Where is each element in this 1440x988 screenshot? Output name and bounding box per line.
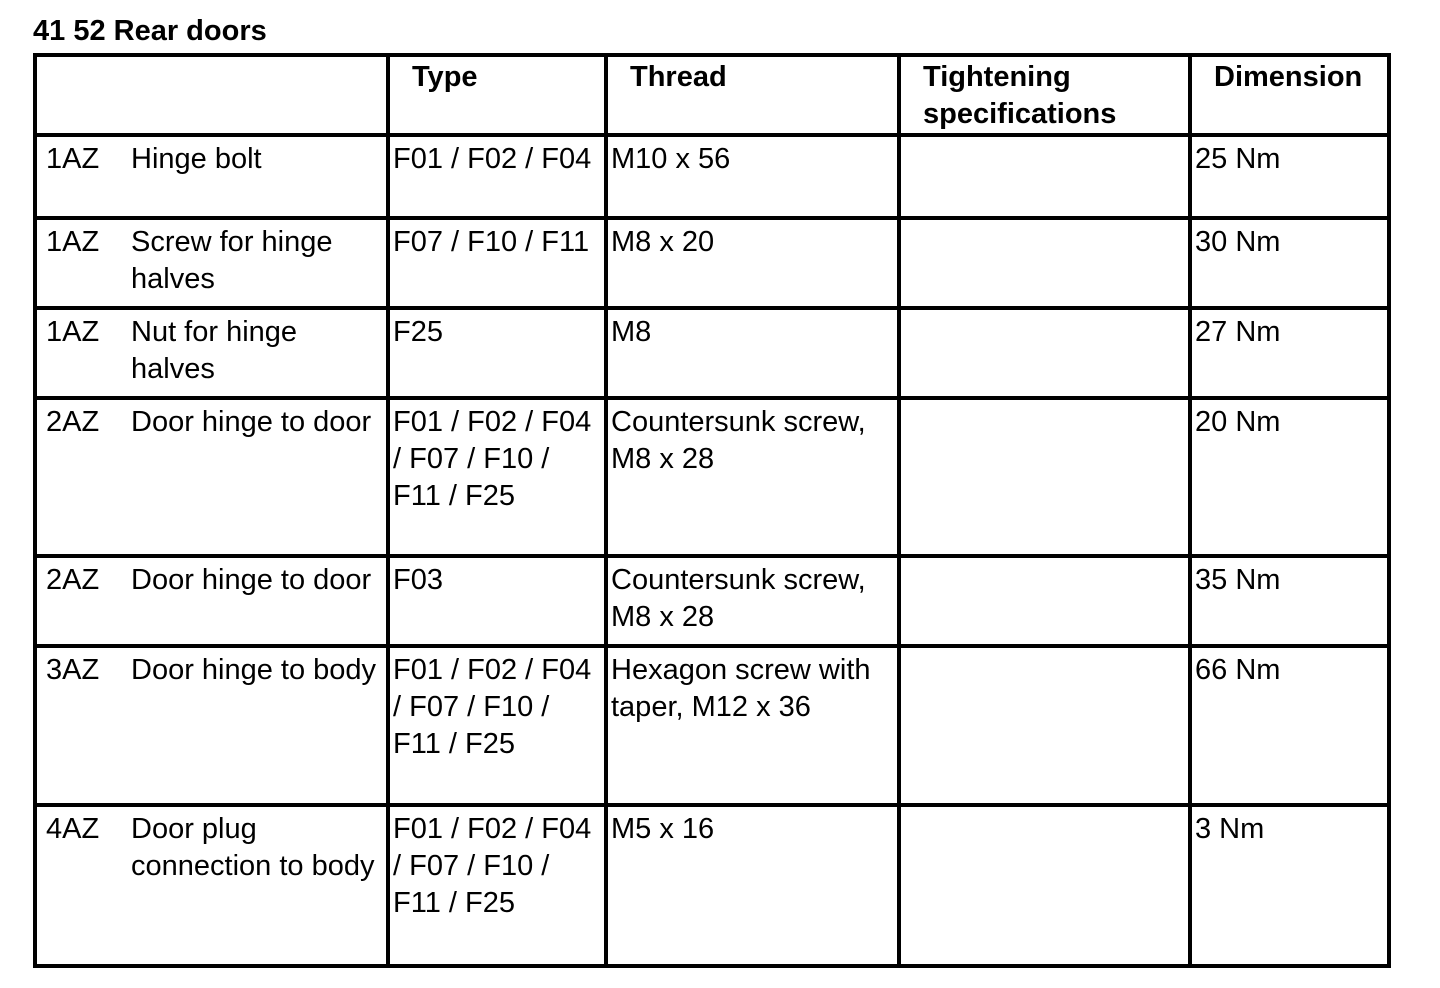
thread-cell: M10 x 56 [604, 133, 901, 220]
table-row: 3AZ Door hinge to body F01 / F02 / F04 / … [33, 644, 1391, 807]
dimension-cell: 27 Nm [1188, 306, 1391, 400]
item-code: 1AZ [46, 143, 100, 175]
item-description: Door hinge to door [131, 406, 372, 438]
table-row: 1AZ Nut for hinge halves F25 M8 27 Nm [33, 306, 1391, 400]
header-tightening: Tightening specifications [897, 53, 1192, 137]
item-description: Door hinge to door [131, 564, 372, 596]
item-cell: 3AZ Door hinge to body [33, 644, 390, 807]
torque-table: Type Thread Tightening specifications Di… [33, 53, 1391, 968]
item-cell: 4AZ Door plug connection to body [33, 803, 390, 968]
thread-cell: M8 [604, 306, 901, 400]
thread-cell: Countersunk screw, M8 x 28 [604, 554, 901, 648]
header-row: Type Thread Tightening specifications Di… [33, 53, 1391, 137]
item-cell: 2AZ Door hinge to door [33, 396, 390, 558]
tightening-cell [897, 644, 1192, 807]
tightening-cell [897, 803, 1192, 968]
type-cell: F25 [386, 306, 608, 400]
item-description: Hinge bolt [131, 143, 262, 175]
table-row: 2AZ Door hinge to door F01 / F02 / F04 / … [33, 396, 1391, 558]
table-row: 1AZ Hinge bolt F01 / F02 / F04 M10 x 56 2… [33, 133, 1391, 220]
item-cell: 1AZ Hinge bolt [33, 133, 390, 220]
item-code: 2AZ [46, 564, 100, 596]
table-row: 1AZ Screw for hinge halves F07 / F10 / F1… [33, 216, 1391, 310]
header-type: Type [386, 53, 608, 137]
tightening-cell [897, 306, 1192, 400]
dimension-cell: 35 Nm [1188, 554, 1391, 648]
dimension-cell: 3 Nm [1188, 803, 1391, 968]
type-cell: F01 / F02 / F04 [386, 133, 608, 220]
tightening-cell [897, 554, 1192, 648]
thread-cell: Hexagon screw with taper, M12 x 36 [604, 644, 901, 807]
item-cell: 1AZ Nut for hinge halves [33, 306, 390, 400]
item-code: 1AZ [46, 226, 100, 258]
thread-cell: Countersunk screw, M8 x 28 [604, 396, 901, 558]
header-dimension: Dimension [1188, 53, 1391, 137]
item-description: Screw for hinge halves [131, 226, 333, 295]
item-cell: 2AZ Door hinge to door [33, 554, 390, 648]
thread-cell: M8 x 20 [604, 216, 901, 310]
table-row: 2AZ Door hinge to door F03 Countersunk sc… [33, 554, 1391, 648]
header-item [33, 53, 390, 137]
dimension-cell: 25 Nm [1188, 133, 1391, 220]
dimension-cell: 30 Nm [1188, 216, 1391, 310]
tightening-cell [897, 396, 1192, 558]
type-cell: F07 / F10 / F11 [386, 216, 608, 310]
type-cell: F01 / F02 / F04 / F07 / F10 / F11 / F25 [386, 644, 608, 807]
type-cell: F03 [386, 554, 608, 648]
item-code: 4AZ [46, 813, 100, 845]
table-row: 4AZ Door plug connection to body F01 / F0… [33, 803, 1391, 968]
dimension-cell: 66 Nm [1188, 644, 1391, 807]
tightening-cell [897, 216, 1192, 310]
item-description: Door plug connection to body [131, 813, 375, 882]
section-title: 41 52 Rear doors [33, 15, 267, 47]
item-code: 3AZ [46, 654, 100, 686]
item-description: Door hinge to body [131, 654, 377, 686]
header-thread: Thread [604, 53, 901, 137]
item-description: Nut for hinge halves [131, 316, 298, 385]
item-code: 2AZ [46, 406, 100, 438]
item-code: 1AZ [46, 316, 100, 348]
item-cell: 1AZ Screw for hinge halves [33, 216, 390, 310]
thread-cell: M5 x 16 [604, 803, 901, 968]
tightening-cell [897, 133, 1192, 220]
type-cell: F01 / F02 / F04 / F07 / F10 / F11 / F25 [386, 803, 608, 968]
dimension-cell: 20 Nm [1188, 396, 1391, 558]
type-cell: F01 / F02 / F04 / F07 / F10 / F11 / F25 [386, 396, 608, 558]
